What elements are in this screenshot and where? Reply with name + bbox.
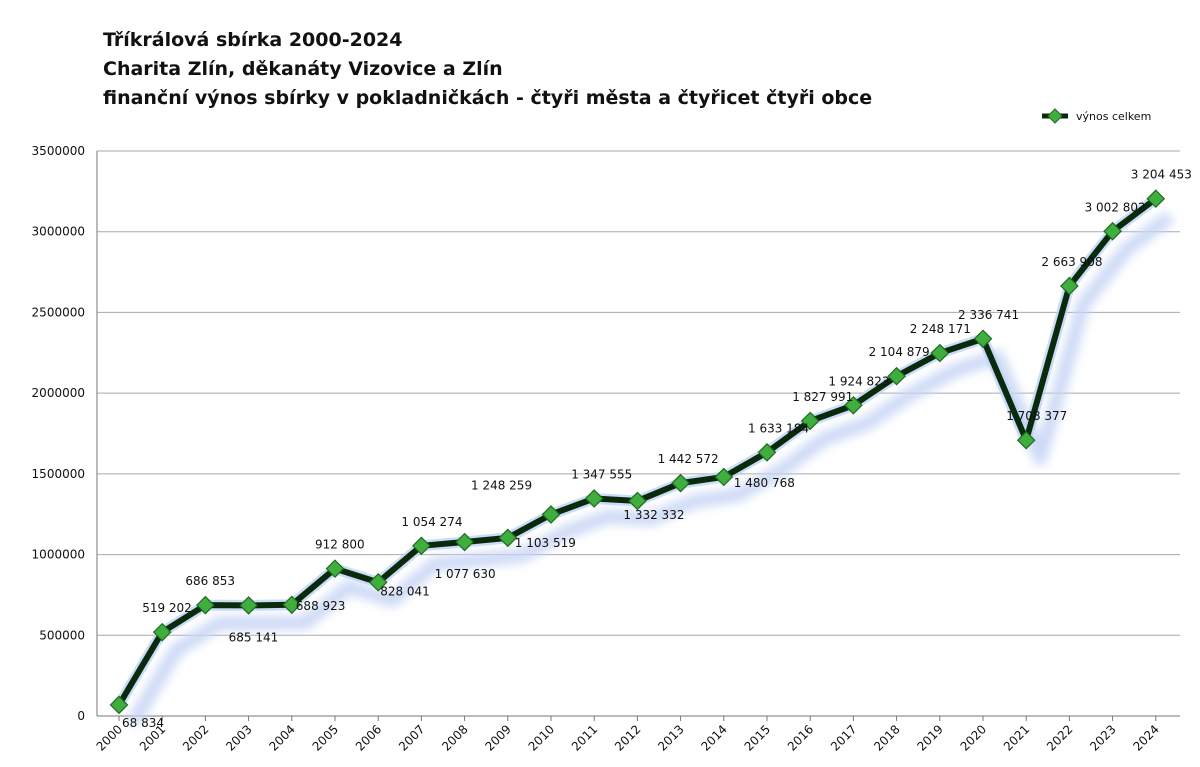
data-point-marker xyxy=(412,536,431,556)
chart-title-line-3: finanční výnos sbírky v pokladničkách - … xyxy=(103,87,873,109)
y-tick-label: 1000000 xyxy=(32,548,85,562)
series-markers xyxy=(109,189,1166,715)
data-point-marker xyxy=(541,505,561,524)
x-tick-label: 2017 xyxy=(828,722,859,753)
data-point-marker xyxy=(584,489,604,508)
series-shadow xyxy=(126,211,1175,727)
x-tick-label: 2006 xyxy=(353,722,384,753)
data-point-marker xyxy=(152,622,172,642)
data-label: 1 054 274 xyxy=(401,515,462,529)
chart-title-block: Tříkrálová sbírka 2000-2024 Charita Zlín… xyxy=(103,26,872,113)
x-tick-label: 2019 xyxy=(914,722,945,753)
data-point-marker xyxy=(930,343,950,363)
data-point-marker xyxy=(196,595,215,615)
data-label: 2 336 741 xyxy=(958,308,1019,322)
data-label: 1 103 519 xyxy=(515,536,576,550)
data-point-marker xyxy=(239,596,258,615)
x-tick-label: 2022 xyxy=(1044,722,1075,753)
data-label: 1 924 823 xyxy=(828,374,889,388)
data-point-marker xyxy=(1146,189,1166,209)
data-label: 3 204 453 xyxy=(1131,168,1192,182)
y-tick-label: 500000 xyxy=(39,628,85,642)
data-point-marker xyxy=(973,329,993,349)
x-tick-label: 2008 xyxy=(439,722,470,753)
data-point-marker xyxy=(455,532,474,552)
data-point-marker xyxy=(109,695,129,715)
data-label: 1 633 184 xyxy=(748,421,809,435)
data-label: 1 248 259 xyxy=(471,478,532,492)
data-point-marker xyxy=(282,595,302,615)
x-tick-label: 2005 xyxy=(310,722,341,753)
data-point-marker xyxy=(628,491,647,511)
y-tick-label: 0 xyxy=(77,709,85,723)
data-point-marker xyxy=(1016,430,1036,450)
data-label: 686 853 xyxy=(185,574,235,588)
data-point-marker xyxy=(844,395,863,415)
x-tick-label: 2012 xyxy=(612,722,643,753)
data-label: 2 663 908 xyxy=(1041,255,1102,269)
gridlines xyxy=(97,150,1180,636)
x-tick-label: 2009 xyxy=(482,722,513,753)
series-shadow-line xyxy=(126,211,1175,727)
x-axis-ticks: 2000 2001 2002 2003 2004 2005 2006 2007 2008 2009… xyxy=(94,716,1162,754)
legend-label: výnos celkem xyxy=(1076,110,1151,123)
x-tick-label: 2015 xyxy=(742,722,773,753)
y-tick-label: 3000000 xyxy=(32,225,85,239)
legend-marker-swatch xyxy=(1047,108,1063,124)
chart-title-line-1: Tříkrálová sbírka 2000-2024 xyxy=(103,29,403,51)
y-tick-label: 2000000 xyxy=(32,386,85,400)
data-label: 2 104 879 xyxy=(869,345,930,359)
x-tick-label: 2000 xyxy=(94,722,125,753)
x-tick-label: 2002 xyxy=(180,722,211,753)
data-label: 1 332 332 xyxy=(623,508,684,522)
data-label: 828 041 xyxy=(380,584,430,598)
data-point-marker xyxy=(671,473,690,493)
x-tick-label: 2011 xyxy=(569,722,600,753)
x-tick-label: 2013 xyxy=(655,722,686,753)
x-tick-label: 2021 xyxy=(1001,722,1032,753)
x-tick-label: 2010 xyxy=(526,722,557,753)
x-tick-label: 2007 xyxy=(396,722,427,753)
data-point-marker xyxy=(498,528,518,548)
data-point-marker xyxy=(1060,276,1079,296)
data-point-marker xyxy=(1103,221,1122,241)
y-tick-label: 2500000 xyxy=(32,305,85,319)
x-tick-label: 2014 xyxy=(698,722,729,753)
data-labels: 68 834 519 202 686 853 685 141 688 923 912 80… xyxy=(122,168,1192,730)
x-tick-label: 2016 xyxy=(785,722,816,753)
data-label: 68 834 xyxy=(122,716,164,730)
y-axis-ticks: 0 500000 1000000 1500000 2000000 2500000 30000… xyxy=(32,144,85,723)
data-point-marker xyxy=(887,366,906,386)
axes xyxy=(96,151,1180,717)
data-label: 912 800 xyxy=(315,538,365,552)
data-point-marker xyxy=(800,411,820,431)
data-label: 1 347 555 xyxy=(571,467,632,481)
x-tick-label: 2020 xyxy=(958,722,989,753)
legend: výnos celkem xyxy=(1042,108,1151,124)
data-label: 1 708 377 xyxy=(1006,409,1067,423)
data-label: 1 077 630 xyxy=(435,567,496,581)
data-label: 685 141 xyxy=(229,630,279,644)
x-tick-label: 2003 xyxy=(223,722,254,753)
data-label: 3 002 802 xyxy=(1085,200,1146,214)
data-label: 1 480 768 xyxy=(734,476,795,490)
data-label: 2 248 171 xyxy=(910,322,971,336)
y-tick-label: 3500000 xyxy=(32,144,85,158)
data-point-marker xyxy=(325,559,345,578)
data-point-marker xyxy=(714,467,734,487)
chart-title-line-2: Charita Zlín, děkanáty Vizovice a Zlín xyxy=(103,58,503,80)
data-label: 688 923 xyxy=(296,599,346,613)
data-point-marker xyxy=(757,443,777,462)
x-tick-label: 2018 xyxy=(871,722,902,753)
data-label: 519 202 xyxy=(142,601,192,615)
x-tick-label: 2024 xyxy=(1130,722,1161,753)
data-label: 1 442 572 xyxy=(658,452,719,466)
y-tick-label: 1500000 xyxy=(32,467,85,481)
x-tick-label: 2023 xyxy=(1087,722,1118,753)
data-point-marker xyxy=(368,572,388,592)
data-label: 1 827 991 xyxy=(792,390,853,404)
x-tick-label: 2004 xyxy=(266,722,297,753)
